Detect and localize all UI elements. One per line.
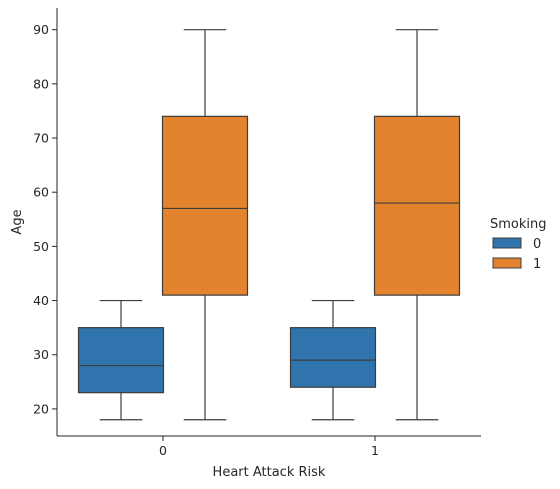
legend: Smoking 0 1 xyxy=(490,217,547,272)
y-tick-label: 30 xyxy=(33,347,49,362)
iqr-box xyxy=(77,327,165,394)
iqr-box xyxy=(161,115,249,296)
box-hue1-risk0 xyxy=(161,29,249,421)
y-tick-label: 80 xyxy=(33,76,49,91)
legend-title: Smoking xyxy=(490,217,547,232)
legend-label-0: 0 xyxy=(533,237,541,252)
y-tick-label: 50 xyxy=(33,239,49,254)
plot-area xyxy=(77,29,461,421)
box-hue1-risk1 xyxy=(373,29,461,421)
x-axis-title: Heart Attack Risk xyxy=(213,465,326,480)
box-hue0-risk1 xyxy=(289,299,377,421)
x-tick-label: 0 xyxy=(159,443,167,458)
y-tick-label: 60 xyxy=(33,185,49,200)
iqr-box xyxy=(289,327,377,388)
x-tick-label: 1 xyxy=(371,443,379,458)
axes: 20 30 40 50 60 70 80 90 0 1 xyxy=(33,8,481,458)
y-tick-label: 20 xyxy=(33,401,49,416)
box-hue0-risk0 xyxy=(77,299,165,421)
y-tick-label: 40 xyxy=(33,293,49,308)
y-tick-label: 70 xyxy=(33,131,49,146)
y-axis-title: Age xyxy=(10,209,25,234)
y-tick-label: 90 xyxy=(33,22,49,37)
legend-swatch-1 xyxy=(492,257,522,269)
iqr-box xyxy=(373,115,461,296)
legend-label-1: 1 xyxy=(533,257,541,272)
legend-swatch-0 xyxy=(492,237,522,249)
